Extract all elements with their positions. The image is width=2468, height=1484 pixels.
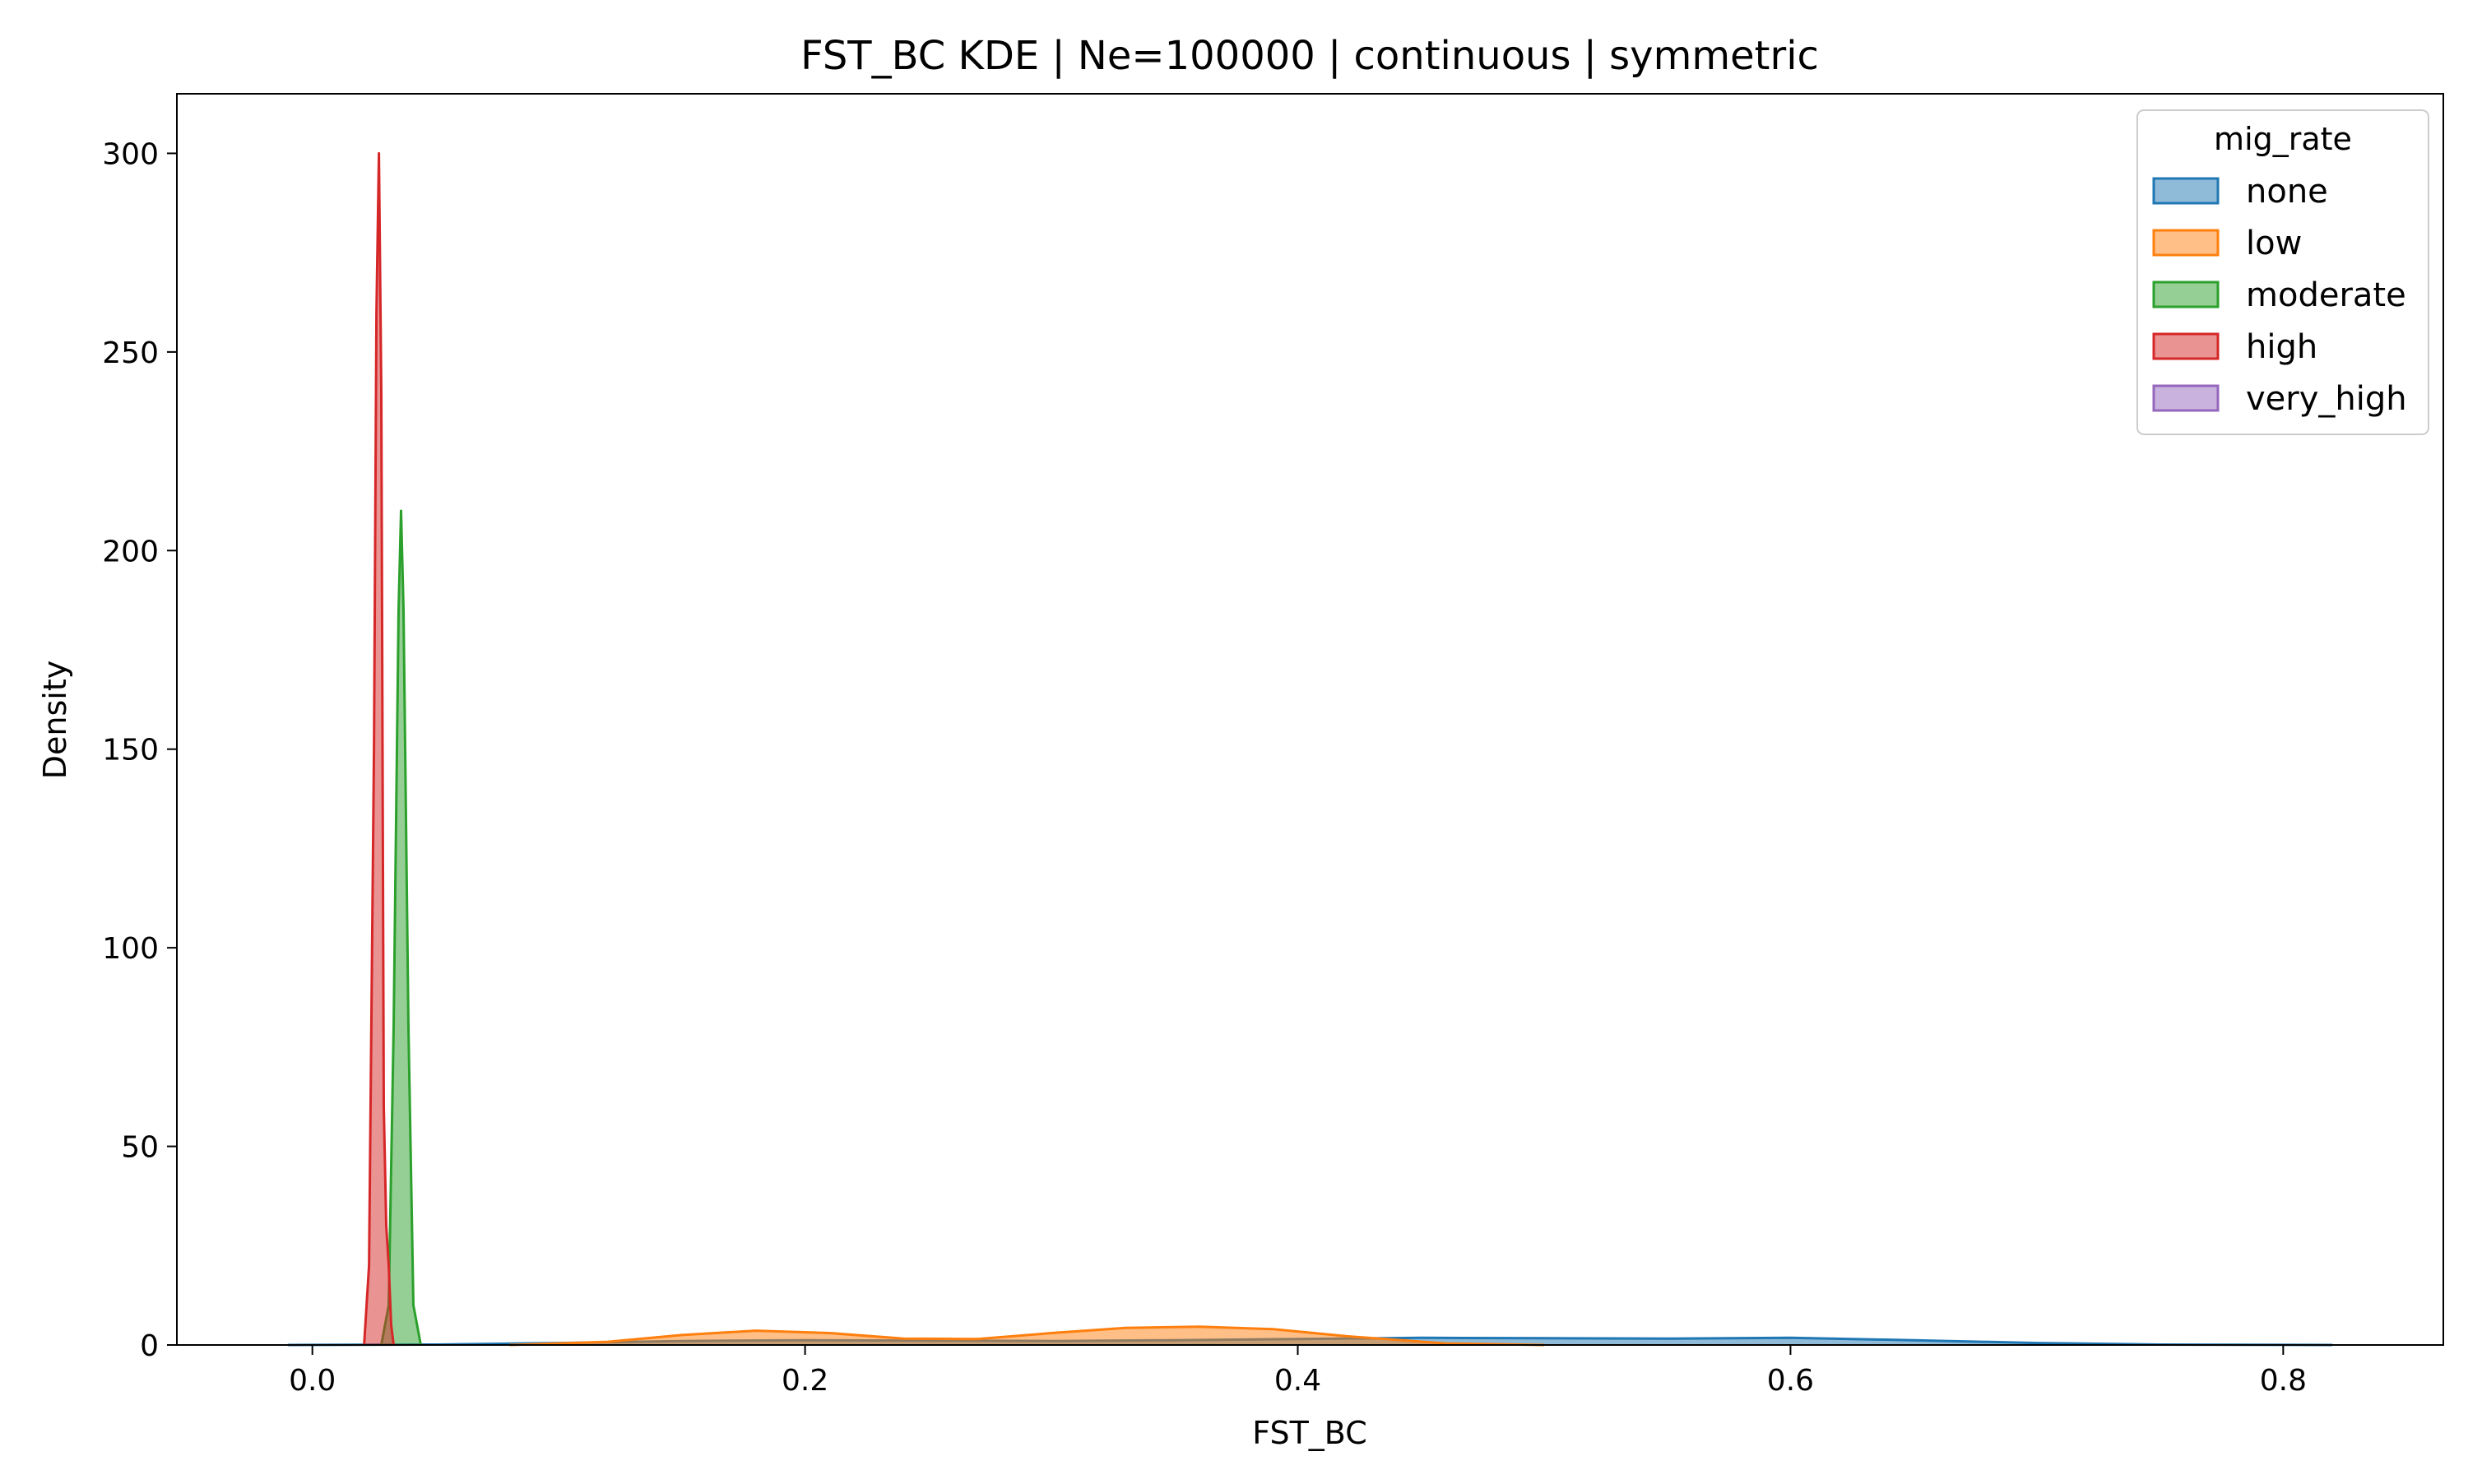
- legend-swatch-very_high: [2152, 384, 2220, 412]
- legend-title: mig_rate: [2214, 121, 2352, 157]
- legend-label-none: none: [2246, 173, 2328, 211]
- legend-label-high: high: [2246, 328, 2317, 366]
- legend-swatch-high: [2152, 332, 2220, 360]
- y-tick-label: 100: [102, 932, 159, 966]
- y-tick-label: 200: [102, 535, 159, 568]
- legend-swatch-low: [2152, 229, 2220, 257]
- y-axis: 0 50 100 150 200 250 300: [102, 137, 177, 1363]
- legend-swatch-moderate: [2152, 281, 2220, 308]
- kde-line-moderate: [380, 509, 422, 1346]
- x-tick-label: 0.8: [2260, 1364, 2307, 1398]
- x-tick-label: 0.0: [289, 1364, 336, 1398]
- y-tick-label: 250: [102, 336, 159, 370]
- legend-label-moderate: moderate: [2246, 276, 2406, 314]
- legend-label-low: low: [2246, 225, 2302, 262]
- y-tick-label: 150: [102, 734, 159, 768]
- legend-label-very_high: very_high: [2246, 380, 2407, 418]
- legend: mig_rate none low moderate high very_high: [2136, 109, 2429, 435]
- kde-line-low: [509, 1325, 1545, 1347]
- plot-area: [287, 151, 2333, 1347]
- plot-frame: [176, 93, 2444, 1346]
- y-axis-label: Density: [37, 661, 73, 779]
- x-tick-label: 0.6: [1767, 1364, 1814, 1398]
- chart-title: FST_BC KDE | Ne=100000 | continuous | sy…: [800, 33, 1819, 79]
- kde-line-high: [363, 151, 395, 1346]
- x-axis-label: FST_BC: [1252, 1415, 1366, 1451]
- x-tick-label: 0.4: [1274, 1364, 1321, 1398]
- x-tick-label: 0.2: [782, 1364, 828, 1398]
- y-tick-label: 50: [121, 1131, 159, 1165]
- y-tick-label: 0: [140, 1329, 159, 1363]
- x-axis: 0.0 0.2 0.4 0.6 0.8: [289, 1345, 2307, 1398]
- kde-area-moderate: [381, 511, 421, 1345]
- y-tick-label: 300: [102, 137, 159, 171]
- legend-swatch-none: [2152, 177, 2220, 205]
